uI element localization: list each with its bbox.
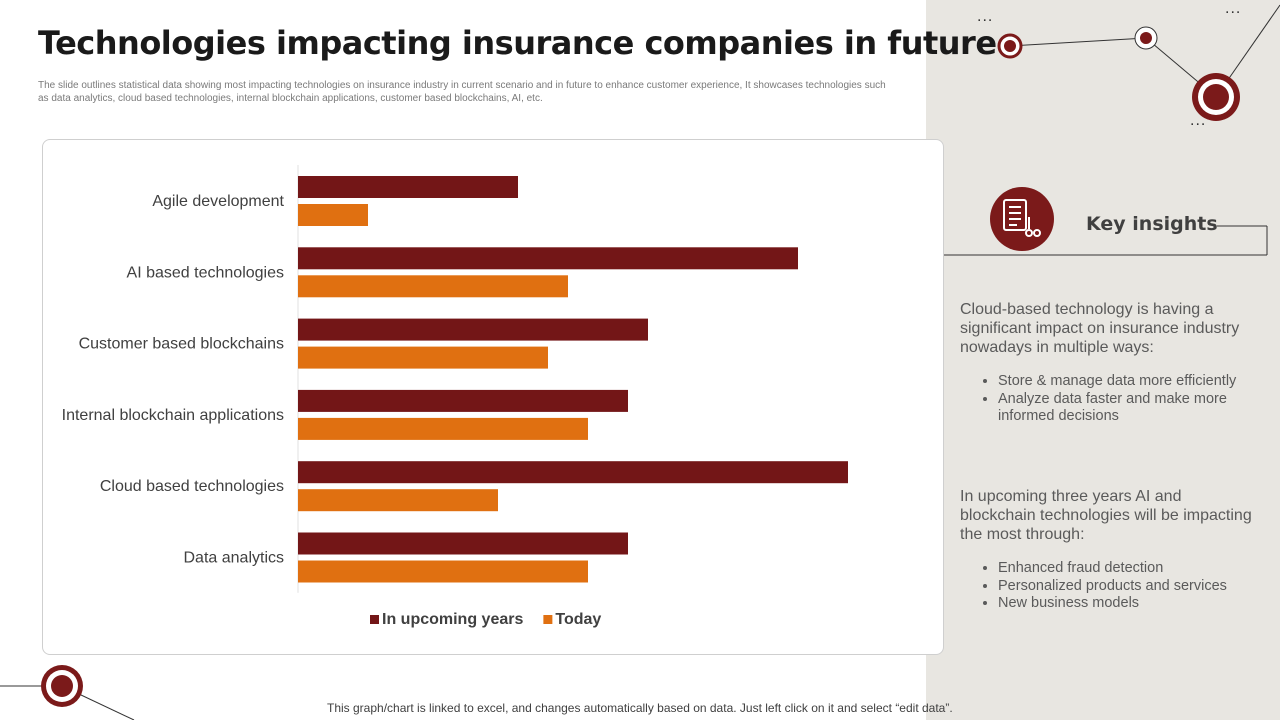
legend-swatch [543, 615, 552, 624]
insight-bullets: Store & manage data more efficiently Ana… [960, 373, 1260, 426]
insight-bullet: New business models [998, 595, 1260, 613]
bar-today[interactable] [298, 347, 548, 369]
category-label: Cloud based technologies [100, 478, 284, 495]
ellipsis-decoration: ... [1190, 112, 1206, 130]
page-subtitle: The slide outlines statistical data show… [38, 79, 888, 105]
category-label: AI based technologies [127, 264, 284, 281]
insights-icon-badge [990, 187, 1054, 251]
checklist-icon [990, 187, 1054, 251]
category-label: Internal blockchain applications [62, 407, 284, 424]
bar-today[interactable] [298, 489, 498, 511]
insights-heading: Key insights [1086, 213, 1218, 235]
insight-bullet: Enhanced fraud detection [998, 560, 1260, 578]
insight-bullet: Personalized products and services [998, 578, 1260, 596]
bar-today[interactable] [298, 275, 568, 297]
legend-label: In upcoming years [382, 611, 523, 628]
footer-note: This graph/chart is linked to excel, and… [327, 701, 953, 715]
insight-block-1: Cloud-based technology is having a signi… [960, 300, 1260, 426]
bar-upcoming[interactable] [298, 176, 518, 198]
category-label: Data analytics [184, 550, 285, 567]
insight-bullets: Enhanced fraud detection Personalized pr… [960, 560, 1260, 613]
bar-upcoming[interactable] [298, 247, 798, 269]
category-label: Agile development [152, 193, 284, 210]
page-title: Technologies impacting insurance compani… [38, 24, 997, 62]
insight-text: Cloud-based technology is having a signi… [960, 300, 1260, 357]
bar-upcoming[interactable] [298, 461, 848, 483]
deco-circle [41, 665, 83, 707]
legend-label: Today [555, 611, 601, 628]
insight-bullet: Analyze data faster and make more inform… [998, 391, 1260, 426]
bar-today[interactable] [298, 561, 588, 583]
bar-chart[interactable]: Agile development AI based technologies Cu… [43, 140, 943, 654]
insight-block-2: In upcoming three years AI and blockchai… [960, 487, 1260, 613]
bar-today[interactable] [298, 204, 368, 226]
legend-swatch [370, 615, 379, 624]
insight-text: In upcoming three years AI and blockchai… [960, 487, 1260, 544]
insight-bullet: Store & manage data more efficiently [998, 373, 1260, 391]
ellipsis-decoration: ... [1225, 0, 1241, 18]
bar-upcoming[interactable] [298, 319, 648, 341]
bar-upcoming[interactable] [298, 390, 628, 412]
bar-today[interactable] [298, 418, 588, 440]
category-label: Customer based blockchains [79, 336, 284, 353]
bar-upcoming[interactable] [298, 533, 628, 555]
chart-container[interactable]: Agile development AI based technologies Cu… [42, 139, 944, 655]
